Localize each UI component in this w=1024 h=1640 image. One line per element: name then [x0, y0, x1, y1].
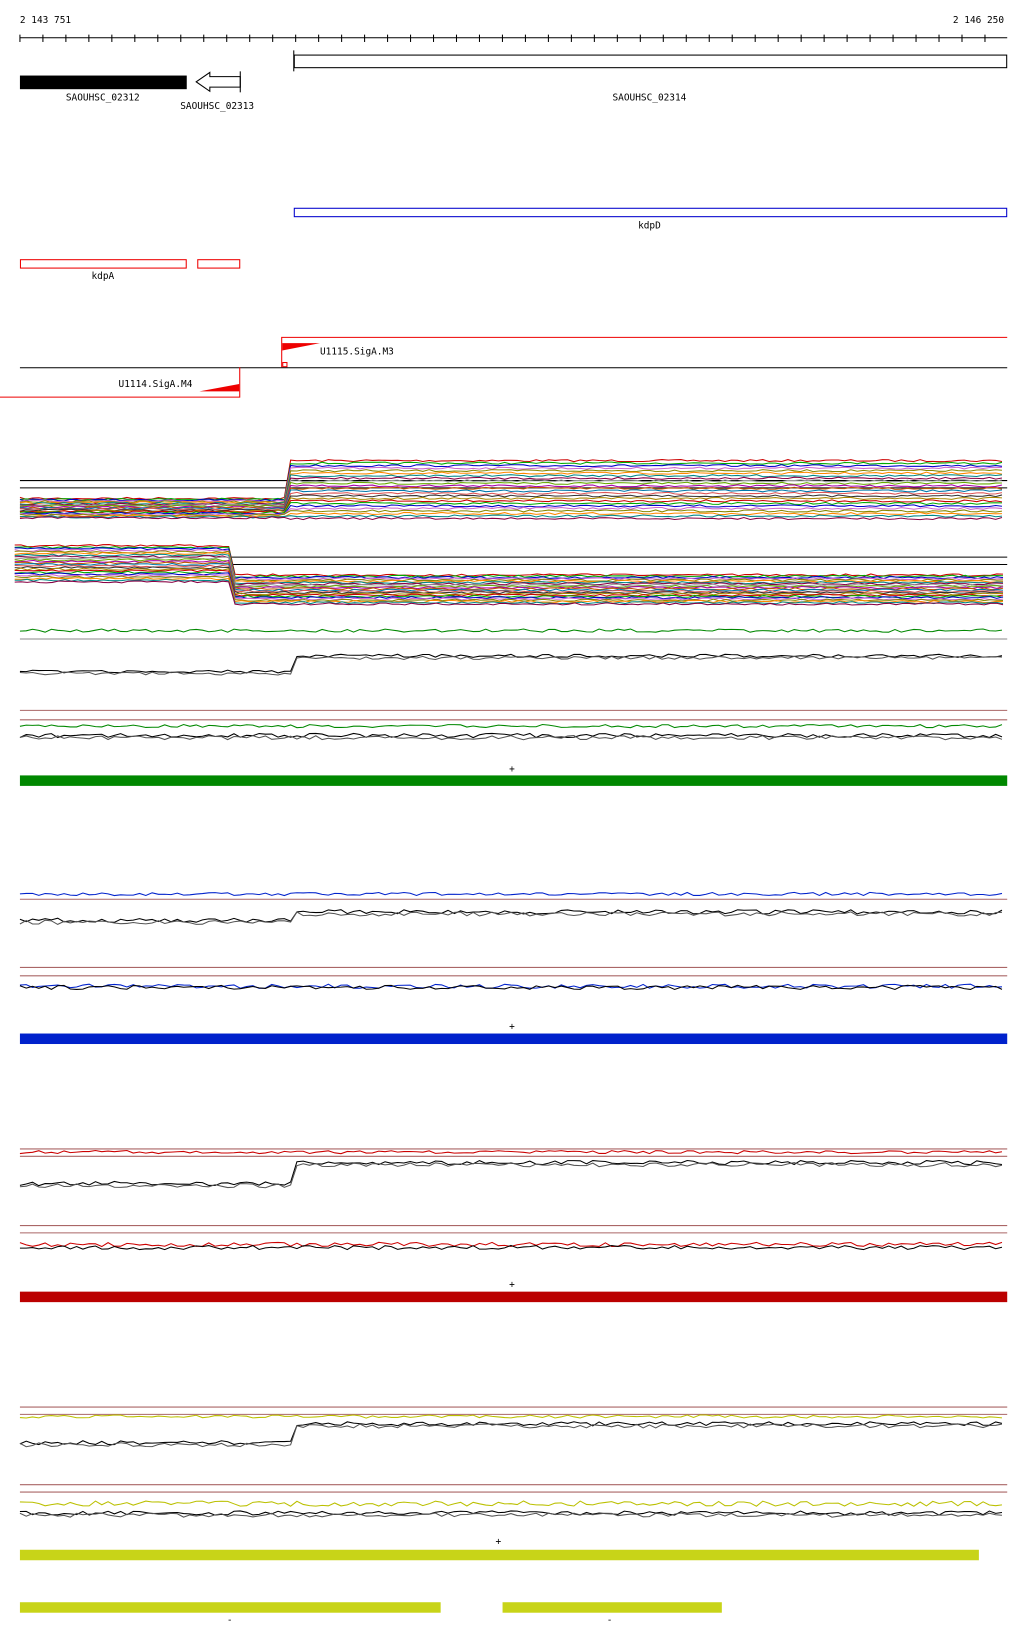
strand-bar	[19, 1033, 1008, 1045]
promoter-tss	[282, 361, 288, 368]
signal-line	[19, 479, 1003, 507]
signal-line	[19, 461, 1003, 501]
signal-line	[19, 723, 1003, 729]
strand-label: -	[607, 1615, 613, 1626]
signal-line	[14, 580, 1004, 606]
signal-line	[19, 484, 1003, 509]
signal-line	[19, 489, 1003, 510]
strand-label: +	[496, 1537, 502, 1548]
signal-line	[19, 653, 1003, 674]
signal-line	[19, 909, 1003, 923]
gene-box	[293, 207, 1008, 218]
signal-line	[14, 553, 1004, 585]
strand-label: -	[227, 1615, 233, 1626]
signal-line	[14, 556, 1004, 587]
signal-line	[19, 1244, 1003, 1251]
signal-line	[19, 911, 1002, 925]
signal-line	[19, 481, 1002, 508]
promoter-arrow	[282, 343, 320, 351]
signal-line	[14, 569, 1004, 597]
signal-line	[19, 509, 1003, 517]
promoter-line	[281, 336, 1008, 368]
ruler-ticks	[19, 34, 986, 42]
strand-bar	[19, 1291, 1008, 1303]
signal-line	[19, 655, 1003, 676]
signal-line	[19, 516, 1003, 521]
signal-line	[14, 577, 1004, 604]
gene-label: SAOUHSC_02312	[66, 93, 140, 104]
gene-arrow	[195, 71, 241, 93]
signal-line	[14, 559, 1004, 590]
signal-line	[14, 558, 1004, 588]
signal-line	[19, 499, 1003, 514]
signal-line	[19, 1510, 1003, 1516]
gene-label: SAOUHSC_02313	[180, 101, 254, 112]
ruler-end: 2 146 250	[953, 15, 1004, 26]
signal-line	[19, 1241, 1003, 1248]
expression-tracks	[14, 459, 1008, 1518]
signal-line	[14, 561, 1004, 591]
gene-box	[293, 54, 1008, 69]
signal-line	[19, 1162, 1003, 1189]
signal-line	[14, 550, 1004, 582]
signal-line	[14, 552, 1004, 583]
strand-bar	[502, 1602, 722, 1613]
gene-label: SAOUHSC_02314	[613, 93, 687, 104]
ruler-start: 2 143 751	[20, 15, 71, 26]
strand-bar	[19, 1549, 979, 1561]
signal-line	[19, 501, 1002, 515]
promoter-arrow	[199, 384, 240, 392]
signal-line	[14, 555, 1004, 586]
signal-line	[19, 891, 1003, 897]
signal-line	[14, 575, 1004, 602]
signal-line	[14, 546, 1004, 578]
promoter-label: U1114.SigA.M4	[119, 379, 193, 390]
gene-box	[19, 259, 187, 269]
signal-line	[19, 1414, 1003, 1419]
signal-line	[19, 466, 1002, 503]
signal-line	[19, 511, 1002, 518]
signal-line	[19, 474, 1003, 505]
strand-label: +	[509, 1021, 515, 1032]
signal-line	[19, 471, 1003, 505]
gene-label: kdpD	[638, 221, 661, 232]
strand-bar	[19, 1602, 441, 1613]
signal-line	[19, 984, 1003, 991]
gene-label: kdpA	[91, 271, 114, 282]
strand-label: +	[509, 764, 515, 775]
signal-line	[14, 578, 1004, 605]
promoter-line	[0, 367, 241, 398]
signal-line	[14, 564, 1004, 593]
signal-line	[19, 734, 1003, 741]
signal-line	[19, 1149, 1003, 1155]
gene-box	[19, 75, 187, 90]
signal-line	[19, 491, 1003, 511]
signal-line	[19, 469, 1003, 504]
signal-line	[14, 548, 1004, 581]
signal-line	[19, 1421, 1003, 1446]
signal-line	[19, 1423, 1003, 1448]
gene-box	[197, 259, 241, 269]
signal-line	[19, 504, 1003, 516]
promoter-label: U1115.SigA.M3	[320, 347, 394, 358]
strand-label: +	[509, 1279, 515, 1290]
strand-bar	[19, 775, 1008, 786]
signal-line	[19, 628, 1003, 633]
signal-line	[14, 572, 1004, 600]
signal-line	[19, 1500, 1003, 1507]
signal-line	[19, 1512, 1003, 1518]
